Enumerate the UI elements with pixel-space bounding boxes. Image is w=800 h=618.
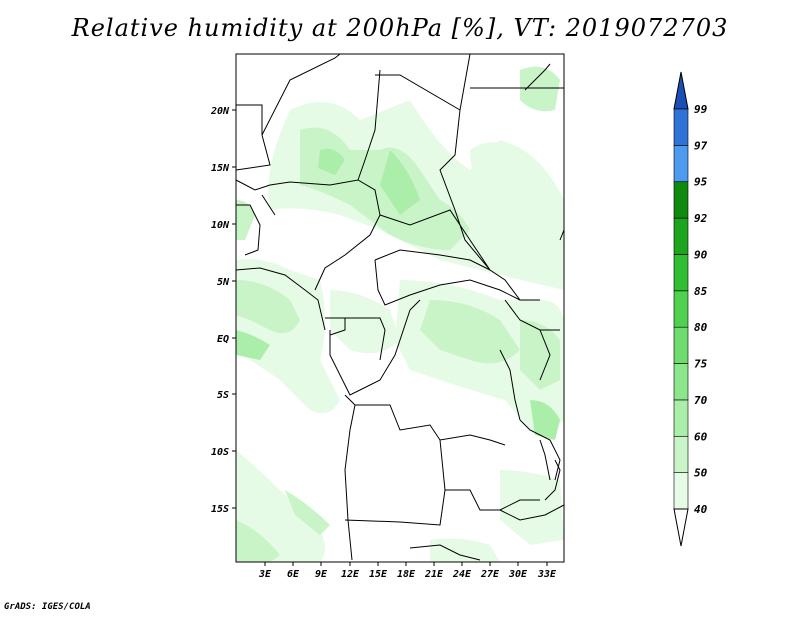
x-tick-label: 30E [508,569,528,580]
colorbar-label: 60 [694,430,708,443]
colorbar-segment [673,290,689,328]
y-tick-label: 10S [211,447,229,458]
colorbar-segment [673,399,689,437]
y-tick-label: 10N [211,220,230,231]
colorbar-label: 97 [694,139,708,152]
colorbar-segment [673,108,689,146]
colorbar-segment [673,254,689,292]
humidity-shading [236,54,564,562]
colorbar: 40 50 60 70 75 80 85 90 92 95 97 99 [673,71,708,547]
y-tick-label: EQ [217,334,229,345]
colorbar-segment [673,217,689,255]
colorbar-top-triangle [673,71,689,110]
x-tick-label: 24E [452,569,472,580]
colorbar-segment [673,363,689,401]
x-tick-label: 3E [258,569,272,580]
colorbar-label: 50 [694,467,708,480]
footer-credit: GrADS: IGES/COLA [4,602,91,612]
x-tick-label: 21E [424,569,444,580]
colorbar-segment [673,326,689,364]
x-tick-label: 12E [341,569,360,580]
colorbar-label: 90 [694,248,708,261]
y-axis: 20N 15N 10N 5N EQ 5S 10S 15S [210,106,236,515]
colorbar-label: 80 [694,321,708,334]
colorbar-label: 92 [694,212,708,225]
y-tick-label: 5S [217,390,229,401]
colorbar-label: 75 [694,358,708,371]
x-tick-label: 15E [369,569,388,580]
x-tick-label: 33E [537,569,557,580]
colorbar-bottom-triangle [673,508,689,547]
x-tick-label: 6E [287,569,300,580]
y-tick-label: 5N [217,277,230,288]
country-borders [236,54,564,561]
colorbar-label: 99 [694,103,708,116]
colorbar-label: 95 [694,176,708,189]
colorbar-segment [673,145,689,183]
colorbar-label: 70 [694,394,708,407]
y-tick-label: 15N [211,163,230,174]
x-tick-label: 27E [480,569,500,580]
colorbar-segment [673,472,689,510]
map-title: Relative humidity at 200hPa [%], VT: 201… [71,14,729,42]
x-tick-label: 9E [315,569,328,580]
colorbar-label: 85 [694,285,708,298]
x-tick-label: 18E [397,569,416,580]
x-axis: 3E 6E 9E 12E 15E 18E 21E 24E 27E 30E 33E [258,562,557,580]
colorbar-segment [673,435,689,473]
colorbar-label: 40 [694,503,708,516]
y-tick-label: 15S [211,504,229,515]
y-tick-label: 20N [210,106,230,117]
colorbar-segment [673,181,689,219]
map-frame [235,53,565,563]
